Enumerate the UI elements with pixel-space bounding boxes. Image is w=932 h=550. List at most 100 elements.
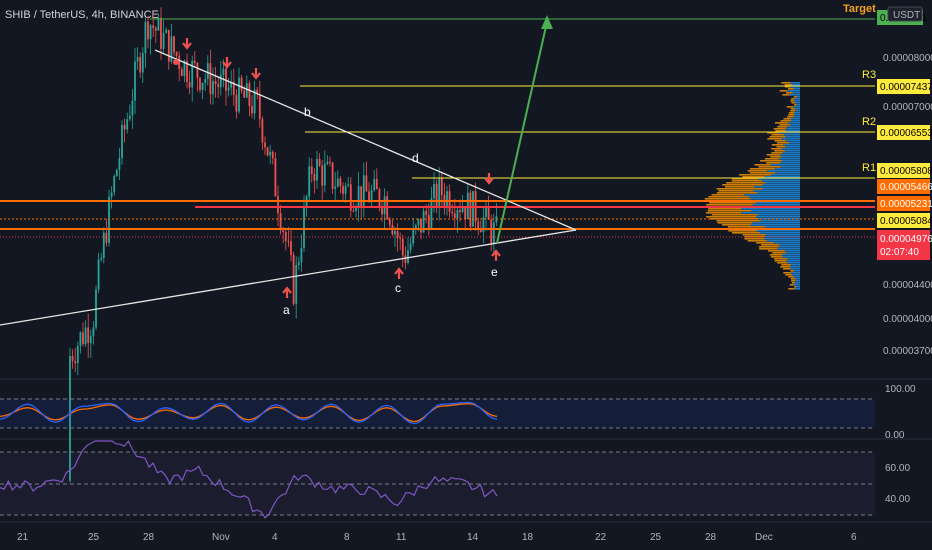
volume-profile-bar-up bbox=[766, 170, 800, 172]
volume-profile-bar-down bbox=[788, 276, 795, 278]
r3-price-tag[interactable] bbox=[877, 79, 930, 94]
time-tick: 14 bbox=[467, 532, 479, 543]
candle-body bbox=[313, 173, 316, 181]
swing-high-dot bbox=[173, 59, 179, 65]
rsi-line bbox=[0, 440, 498, 519]
current-price-tag[interactable] bbox=[877, 230, 930, 260]
r1-label: R1 bbox=[862, 162, 876, 174]
volume-profile-bar-down bbox=[716, 220, 761, 222]
candle-body bbox=[248, 83, 251, 106]
candle-body bbox=[149, 25, 152, 40]
triangle-lines[interactable] bbox=[0, 15, 577, 326]
candle-body bbox=[253, 89, 256, 114]
candle-body bbox=[274, 158, 277, 197]
candle-body bbox=[427, 214, 430, 229]
candle-body bbox=[381, 206, 383, 215]
volume-profile-bar-up bbox=[795, 280, 800, 282]
rsi-pane-bg bbox=[0, 440, 875, 522]
candle-body bbox=[217, 84, 220, 88]
candle-body bbox=[230, 81, 233, 88]
candle-body bbox=[401, 238, 404, 256]
volume-profile-bar-down bbox=[739, 174, 772, 176]
volume-profile-bar-up bbox=[782, 256, 800, 258]
candle-body bbox=[370, 190, 373, 202]
volume-profile-bar-up bbox=[793, 116, 800, 118]
volume-profile-bar-up bbox=[786, 260, 800, 262]
volume-profile-bar-up bbox=[760, 220, 800, 222]
candle-body bbox=[388, 218, 391, 225]
volume-profile-bar-down bbox=[785, 274, 793, 276]
volume-profile-bar-up bbox=[789, 142, 800, 144]
candle-body bbox=[357, 186, 360, 209]
candle-body bbox=[290, 241, 292, 255]
candle-body bbox=[175, 52, 178, 56]
volume-profile-bar-down bbox=[722, 224, 751, 226]
volume-profile-bar-down bbox=[774, 258, 788, 260]
volume-profile-bar-down bbox=[725, 186, 755, 188]
volume-profile-bar-up bbox=[787, 122, 800, 124]
time-tick: 4 bbox=[272, 532, 278, 543]
wave-label-b: b bbox=[304, 105, 311, 119]
volume-profile-bar-up bbox=[750, 210, 800, 212]
volume-profile-bar-up bbox=[784, 250, 800, 252]
candle-body bbox=[243, 90, 246, 98]
candle-body bbox=[438, 177, 441, 208]
volume-profile-bar-up bbox=[792, 274, 800, 276]
candle-body bbox=[433, 184, 435, 199]
volume-profile-bar-down bbox=[749, 172, 776, 174]
time-axis[interactable]: 21 25 28 Nov 4 8 11 14 18 22 25 28 Dec 6 bbox=[17, 532, 857, 543]
volume-profile-bar-down bbox=[726, 182, 766, 184]
wave-label-e: e bbox=[491, 265, 498, 279]
volume-profile-bar-up bbox=[757, 192, 800, 194]
volume-profile-bar-up bbox=[764, 226, 800, 228]
r1-price-tag[interactable] bbox=[877, 163, 930, 178]
volume-profile-bar-down bbox=[717, 222, 753, 224]
time-tick: 6 bbox=[851, 532, 857, 543]
volume-profile-bar-up bbox=[790, 118, 800, 120]
candle-body bbox=[173, 36, 175, 53]
candle-body bbox=[160, 17, 162, 50]
r3-label: R3 bbox=[862, 69, 876, 81]
price-axis-bg[interactable] bbox=[875, 0, 932, 522]
candle-body bbox=[466, 192, 469, 220]
candle-body bbox=[318, 158, 321, 166]
candle-body bbox=[266, 147, 269, 156]
candle-body bbox=[118, 158, 121, 170]
candle-body bbox=[342, 186, 344, 194]
r2-price-tag[interactable] bbox=[877, 125, 930, 140]
candle-body bbox=[485, 206, 487, 218]
volume-profile-bar-down bbox=[783, 268, 791, 270]
triangle-lower-trendline[interactable] bbox=[0, 229, 577, 326]
candle-body bbox=[469, 192, 472, 227]
candle-body bbox=[108, 196, 110, 243]
candle-body bbox=[110, 192, 113, 197]
candle-body bbox=[347, 184, 350, 186]
candle-body bbox=[186, 60, 188, 83]
level2-price-tag-text: 0.00005231 bbox=[880, 199, 932, 210]
candle-body bbox=[162, 32, 165, 50]
target-projection-arrow[interactable] bbox=[496, 21, 548, 244]
level2-price-tag[interactable] bbox=[877, 196, 930, 211]
volume-profile-bar-down bbox=[791, 280, 796, 282]
volume-profile-bar-down bbox=[787, 116, 794, 118]
volume-profile-bar-up bbox=[781, 156, 800, 158]
volume-profile-bar-up bbox=[781, 160, 800, 162]
currency-badge[interactable] bbox=[887, 6, 923, 22]
volume-profile-bar-up bbox=[781, 138, 800, 140]
volume-profile-bar-up bbox=[758, 218, 800, 220]
candle-body bbox=[362, 175, 365, 206]
volume-profile-bar-up bbox=[757, 214, 800, 216]
level1-price-tag[interactable] bbox=[877, 179, 930, 194]
candle-body bbox=[147, 21, 149, 40]
volume-profile-bar-down bbox=[747, 240, 767, 242]
volume-profile-bar-up bbox=[794, 114, 800, 116]
candle-body bbox=[204, 79, 207, 83]
candle-body bbox=[277, 196, 279, 214]
level3-price-tag[interactable] bbox=[877, 213, 930, 228]
candle-body bbox=[131, 100, 134, 116]
volume-profile-bar-down bbox=[708, 196, 750, 198]
volume-profile-bar-down bbox=[780, 266, 790, 268]
volume-profile-bar-down bbox=[782, 94, 790, 96]
volume-profile-bar-down bbox=[788, 112, 795, 114]
candle-body bbox=[300, 247, 303, 263]
